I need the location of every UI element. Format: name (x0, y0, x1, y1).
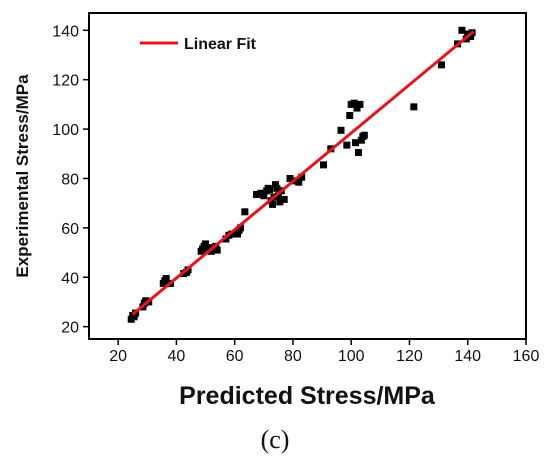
data-point (360, 131, 368, 139)
data-point (458, 26, 466, 34)
data-point (343, 141, 351, 149)
x-tick-label: 40 (168, 348, 186, 365)
x-tick-label: 60 (226, 348, 244, 365)
data-point (162, 274, 170, 282)
data-point (280, 195, 288, 203)
data-point (410, 103, 418, 111)
data-point (204, 244, 212, 252)
data-point (346, 111, 354, 119)
fit-line-layer (131, 30, 475, 316)
linear-fit-line (131, 30, 475, 316)
data-point (352, 139, 360, 147)
data-point (236, 224, 244, 232)
x-tick-label: 160 (513, 348, 540, 365)
y-axis: 20 40 60 80 100 120 140 (52, 23, 89, 337)
x-tick-label: 80 (284, 348, 302, 365)
data-point (271, 181, 279, 189)
data-point (353, 104, 361, 112)
data-point (320, 161, 328, 169)
x-tick-label: 100 (338, 348, 365, 365)
data-point (202, 240, 210, 248)
figure-caption: (c) (261, 425, 290, 454)
data-point (438, 61, 446, 69)
x-tick-label: 20 (109, 348, 127, 365)
data-point (286, 174, 294, 182)
data-point (273, 184, 281, 192)
y-tick-label: 40 (61, 270, 79, 287)
y-tick-label: 140 (52, 23, 79, 40)
data-point (241, 208, 249, 216)
data-point (266, 186, 274, 194)
data-point (222, 235, 230, 243)
y-tick-label: 20 (61, 320, 79, 337)
data-point (354, 149, 362, 157)
plot-frame (88, 12, 527, 340)
data-point (276, 198, 284, 206)
data-point (295, 178, 303, 186)
data-point (274, 192, 282, 200)
data-point (337, 126, 345, 134)
data-point (260, 192, 268, 200)
data-point (130, 313, 138, 321)
data-point (356, 100, 364, 108)
data-point (253, 191, 261, 199)
data-point (234, 230, 242, 238)
legend: Linear Fit (140, 36, 257, 53)
x-axis-title: Predicted Stress/MPa (179, 382, 436, 410)
y-tick-label: 120 (52, 73, 79, 90)
y-axis-title: Experimental Stress/MPa (13, 74, 32, 278)
data-point (269, 200, 277, 208)
y-tick-label: 80 (61, 171, 79, 188)
y-tick-label: 100 (52, 122, 79, 139)
x-tick-label: 140 (454, 348, 481, 365)
data-point (350, 99, 358, 107)
legend-label: Linear Fit (184, 36, 257, 53)
data-point (213, 246, 221, 254)
data-point (357, 136, 365, 144)
x-axis: 20 40 60 80 100 120 140 160 (109, 339, 539, 365)
data-point (298, 173, 306, 181)
x-tick-label: 120 (396, 348, 423, 365)
data-point (467, 32, 475, 40)
y-tick-label: 60 (61, 221, 79, 238)
